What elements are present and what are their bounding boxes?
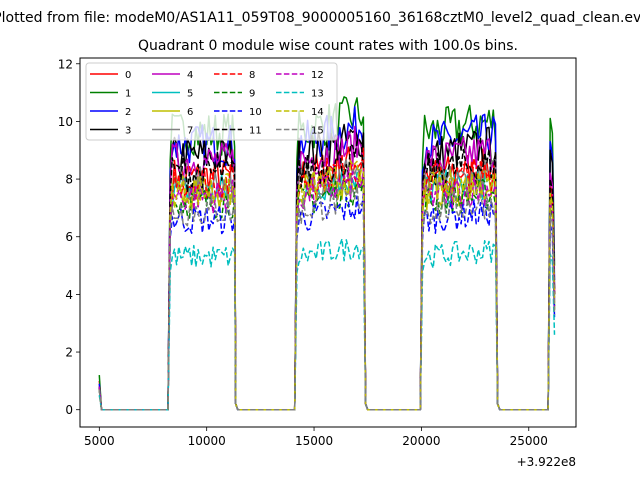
- y-tick-label: 2: [65, 346, 73, 360]
- legend-label-4: 4: [187, 70, 193, 81]
- series-line-12: [98, 167, 556, 411]
- legend-label-15: 15: [311, 126, 324, 137]
- legend-label-11: 11: [249, 126, 262, 137]
- axes-frame: [79, 57, 577, 428]
- x-tick-label: 25000: [510, 434, 548, 448]
- series-line-15: [98, 185, 556, 411]
- legend-label-10: 10: [249, 107, 262, 118]
- legend-label-2: 2: [125, 107, 131, 118]
- chart-title: Quadrant 0 module wise count rates with …: [138, 38, 518, 54]
- legend-label-12: 12: [311, 70, 324, 81]
- y-tick-label: 4: [65, 288, 73, 302]
- legend-box: [85, 62, 338, 141]
- legend-label-14: 14: [311, 107, 324, 118]
- x-axis-ticks: 5000 10000 15000 20000 25000: [84, 427, 548, 448]
- x-tick-label: 20000: [402, 434, 440, 448]
- y-tick-label: 8: [65, 173, 73, 187]
- series-line-3: [98, 123, 556, 411]
- x-axis-offset-label: +3.922e8: [517, 455, 576, 469]
- legend-label-8: 8: [249, 70, 255, 81]
- series-line-11: [98, 138, 556, 411]
- legend-label-0: 0: [125, 70, 131, 81]
- series-line-13: [98, 238, 556, 411]
- y-tick-label: 12: [58, 57, 73, 71]
- legend-label-1: 1: [125, 89, 131, 100]
- x-tick-label: 15000: [295, 434, 333, 448]
- x-tick-label: 10000: [188, 434, 226, 448]
- y-tick-label: 6: [65, 230, 73, 244]
- legend-label-5: 5: [187, 89, 193, 100]
- y-tick-label: 10: [58, 115, 73, 129]
- legend-label-7: 7: [187, 126, 193, 137]
- legend-label-3: 3: [125, 126, 131, 137]
- series-line-9: [98, 174, 556, 411]
- legend-label-9: 9: [249, 89, 255, 100]
- series-line-14: [98, 160, 556, 411]
- legend-label-13: 13: [311, 89, 324, 100]
- legend-label-6: 6: [187, 107, 193, 118]
- x-tick-label: 5000: [84, 434, 115, 448]
- series-line-10: [98, 193, 556, 411]
- y-tick-label: 0: [65, 403, 73, 417]
- plot-lines: [98, 96, 556, 411]
- y-axis-ticks: 0 2 4 6 8 10 12: [58, 57, 80, 417]
- figure-suptitle: Plotted from file: modeM0/AS1A11_059T08_…: [0, 10, 640, 26]
